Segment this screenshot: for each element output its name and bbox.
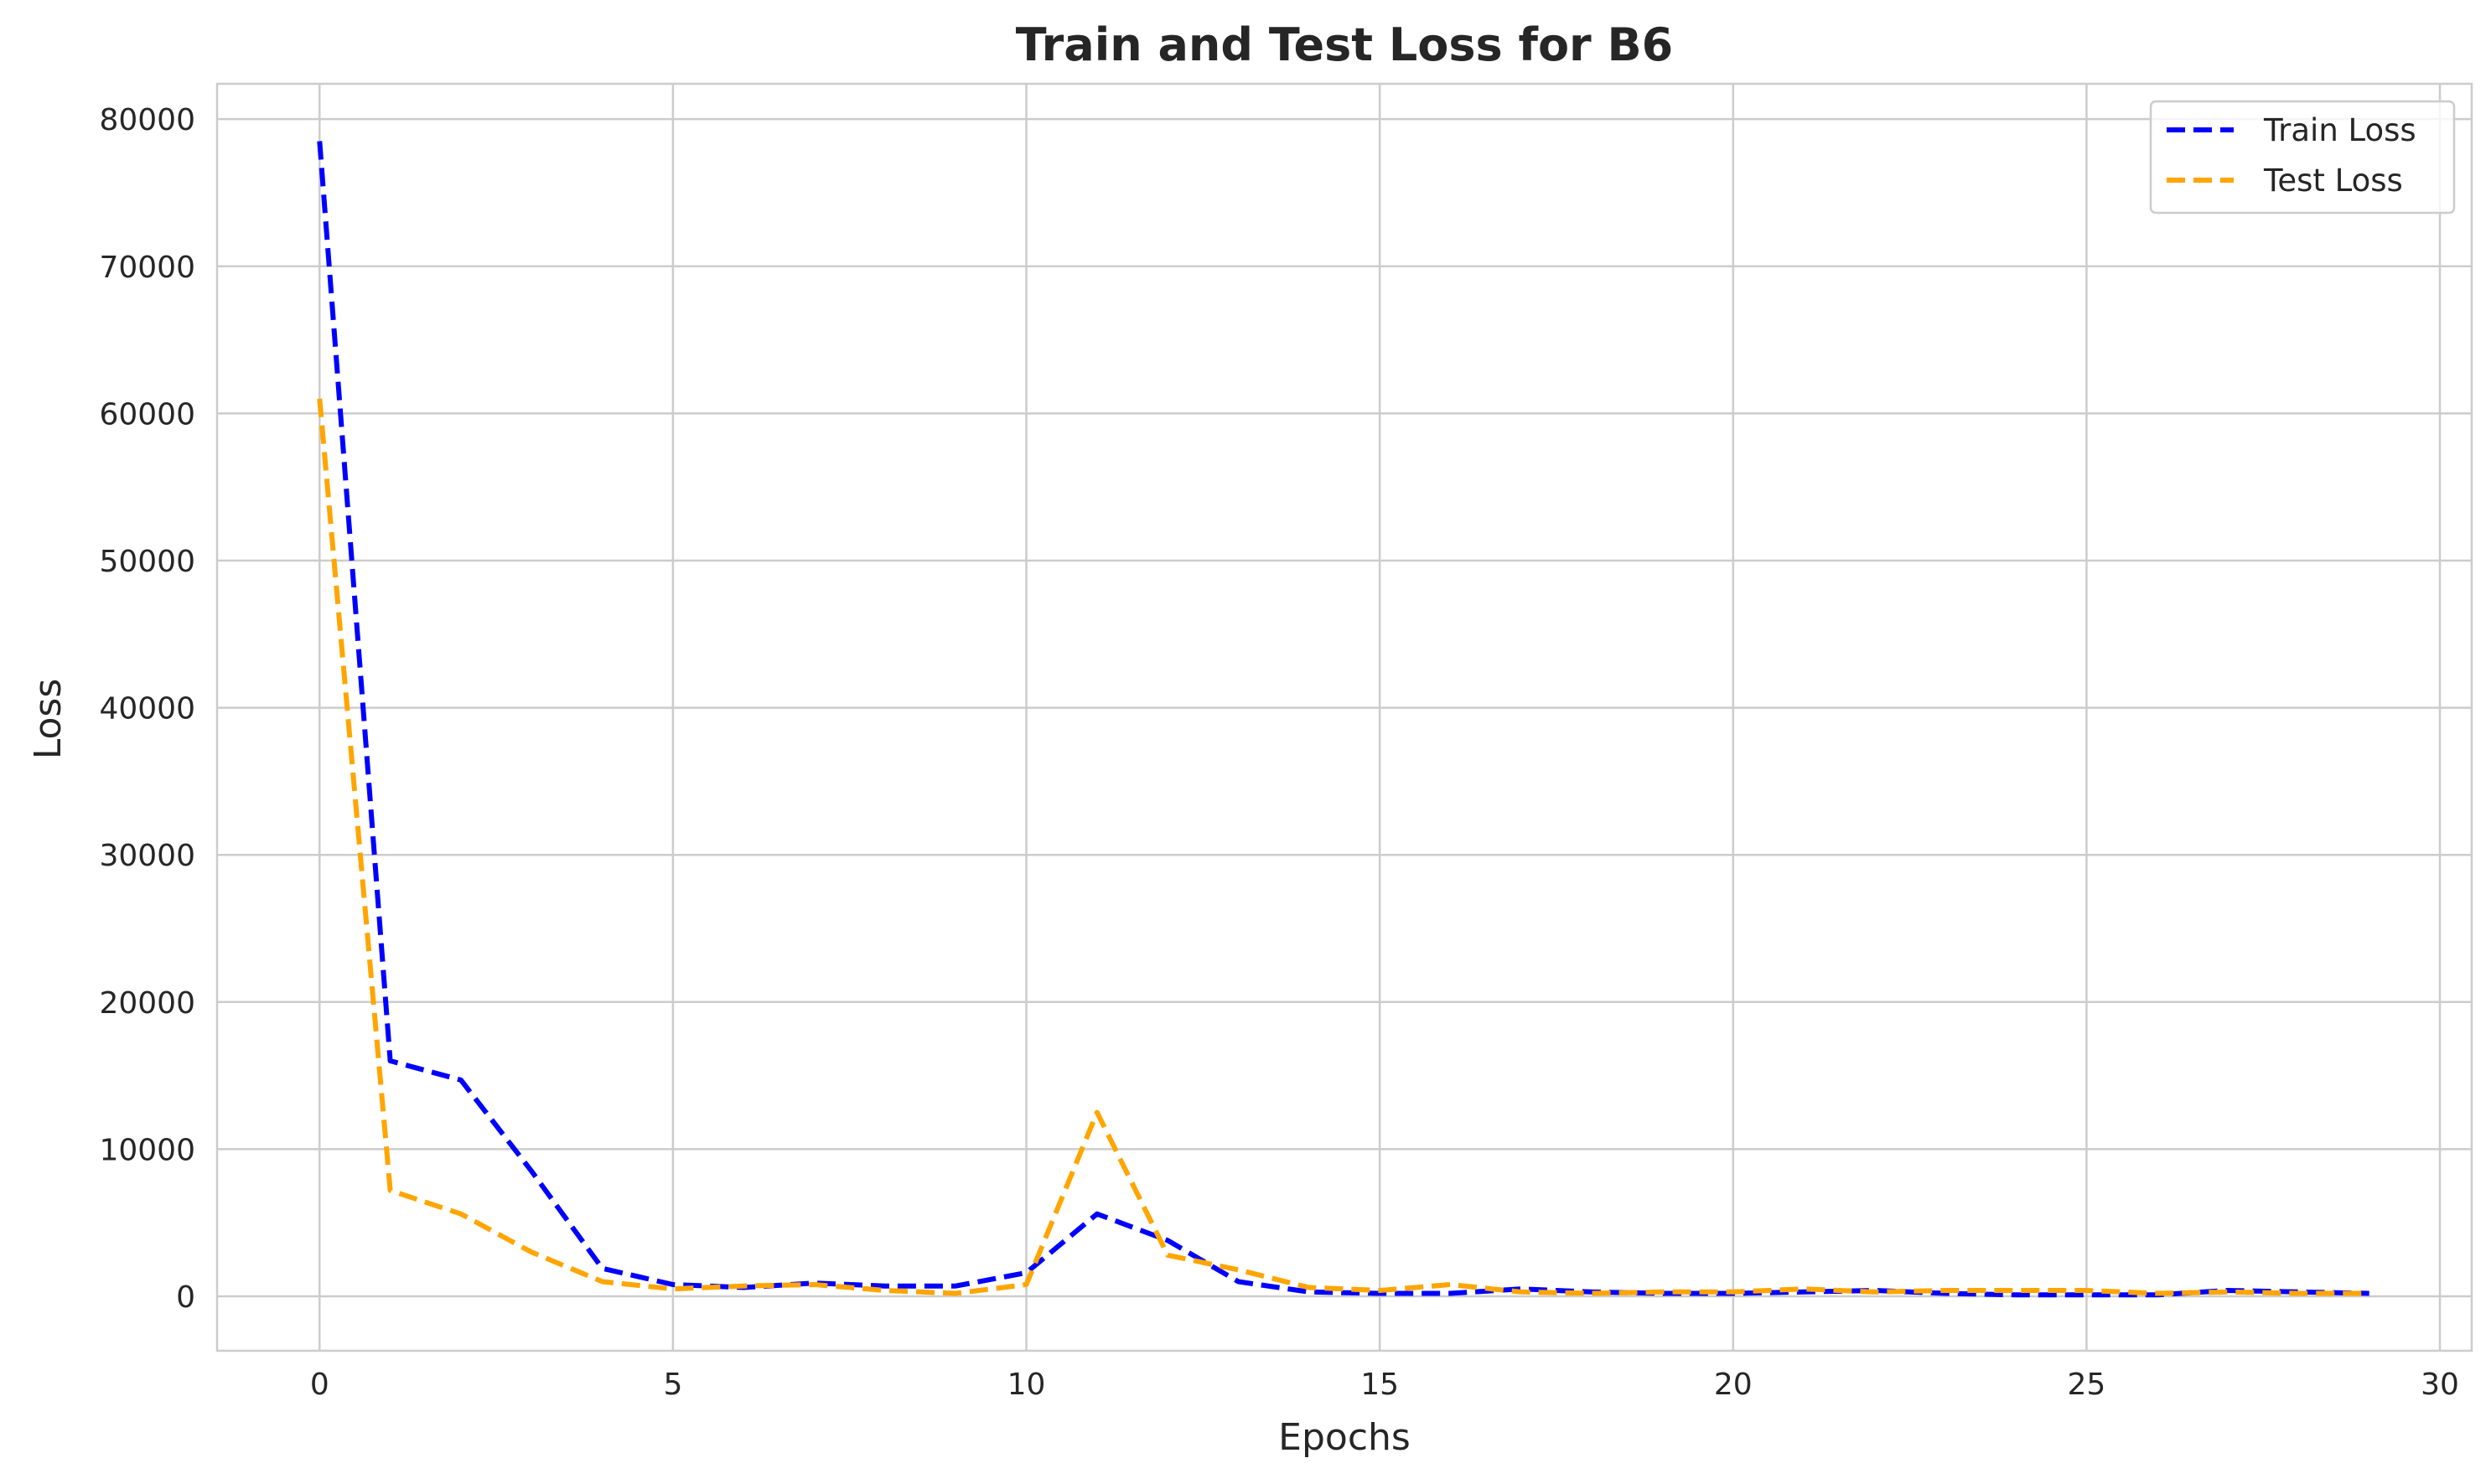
series-lines	[317, 141, 2369, 1298]
x-tick-label: 15	[1360, 1368, 1399, 1402]
series-line-0	[317, 141, 2369, 1298]
x-tick-label: 5	[663, 1368, 682, 1402]
x-axis-title: Epochs	[1278, 1416, 1411, 1459]
x-tick-label: 20	[1714, 1368, 1753, 1402]
series-line-1	[317, 398, 2369, 1296]
y-tick-label: 0	[176, 1280, 195, 1315]
x-tick-label: 30	[2421, 1368, 2459, 1402]
y-tick-label: 20000	[99, 986, 195, 1021]
x-tick-label: 10	[1007, 1368, 1046, 1402]
y-tick-label: 80000	[99, 103, 195, 137]
x-tick-label: 0	[310, 1368, 329, 1402]
y-tick-label: 60000	[99, 397, 195, 432]
y-tick-label: 50000	[99, 545, 195, 579]
plot-background	[215, 82, 2473, 1352]
grid	[217, 84, 2472, 1351]
legend-label-0: Train Loss	[2263, 112, 2416, 148]
chart-title: Train and Test Loss for B6	[1016, 18, 1673, 71]
y-tick-label: 70000	[99, 251, 195, 285]
legend: Train Loss Test Loss	[2149, 100, 2456, 215]
x-tick-label: 25	[2068, 1368, 2106, 1402]
y-axis-title: Loss	[27, 679, 70, 760]
y-tick-label: 30000	[99, 839, 195, 873]
y-tick-label: 10000	[99, 1133, 195, 1167]
legend-label-1: Test Loss	[2263, 163, 2403, 199]
tick-labels: 0 5 10 15 20 25 30 0 10000 20000 30000 40000 50000 60…	[99, 103, 2458, 1402]
y-tick-label: 40000	[99, 692, 195, 726]
